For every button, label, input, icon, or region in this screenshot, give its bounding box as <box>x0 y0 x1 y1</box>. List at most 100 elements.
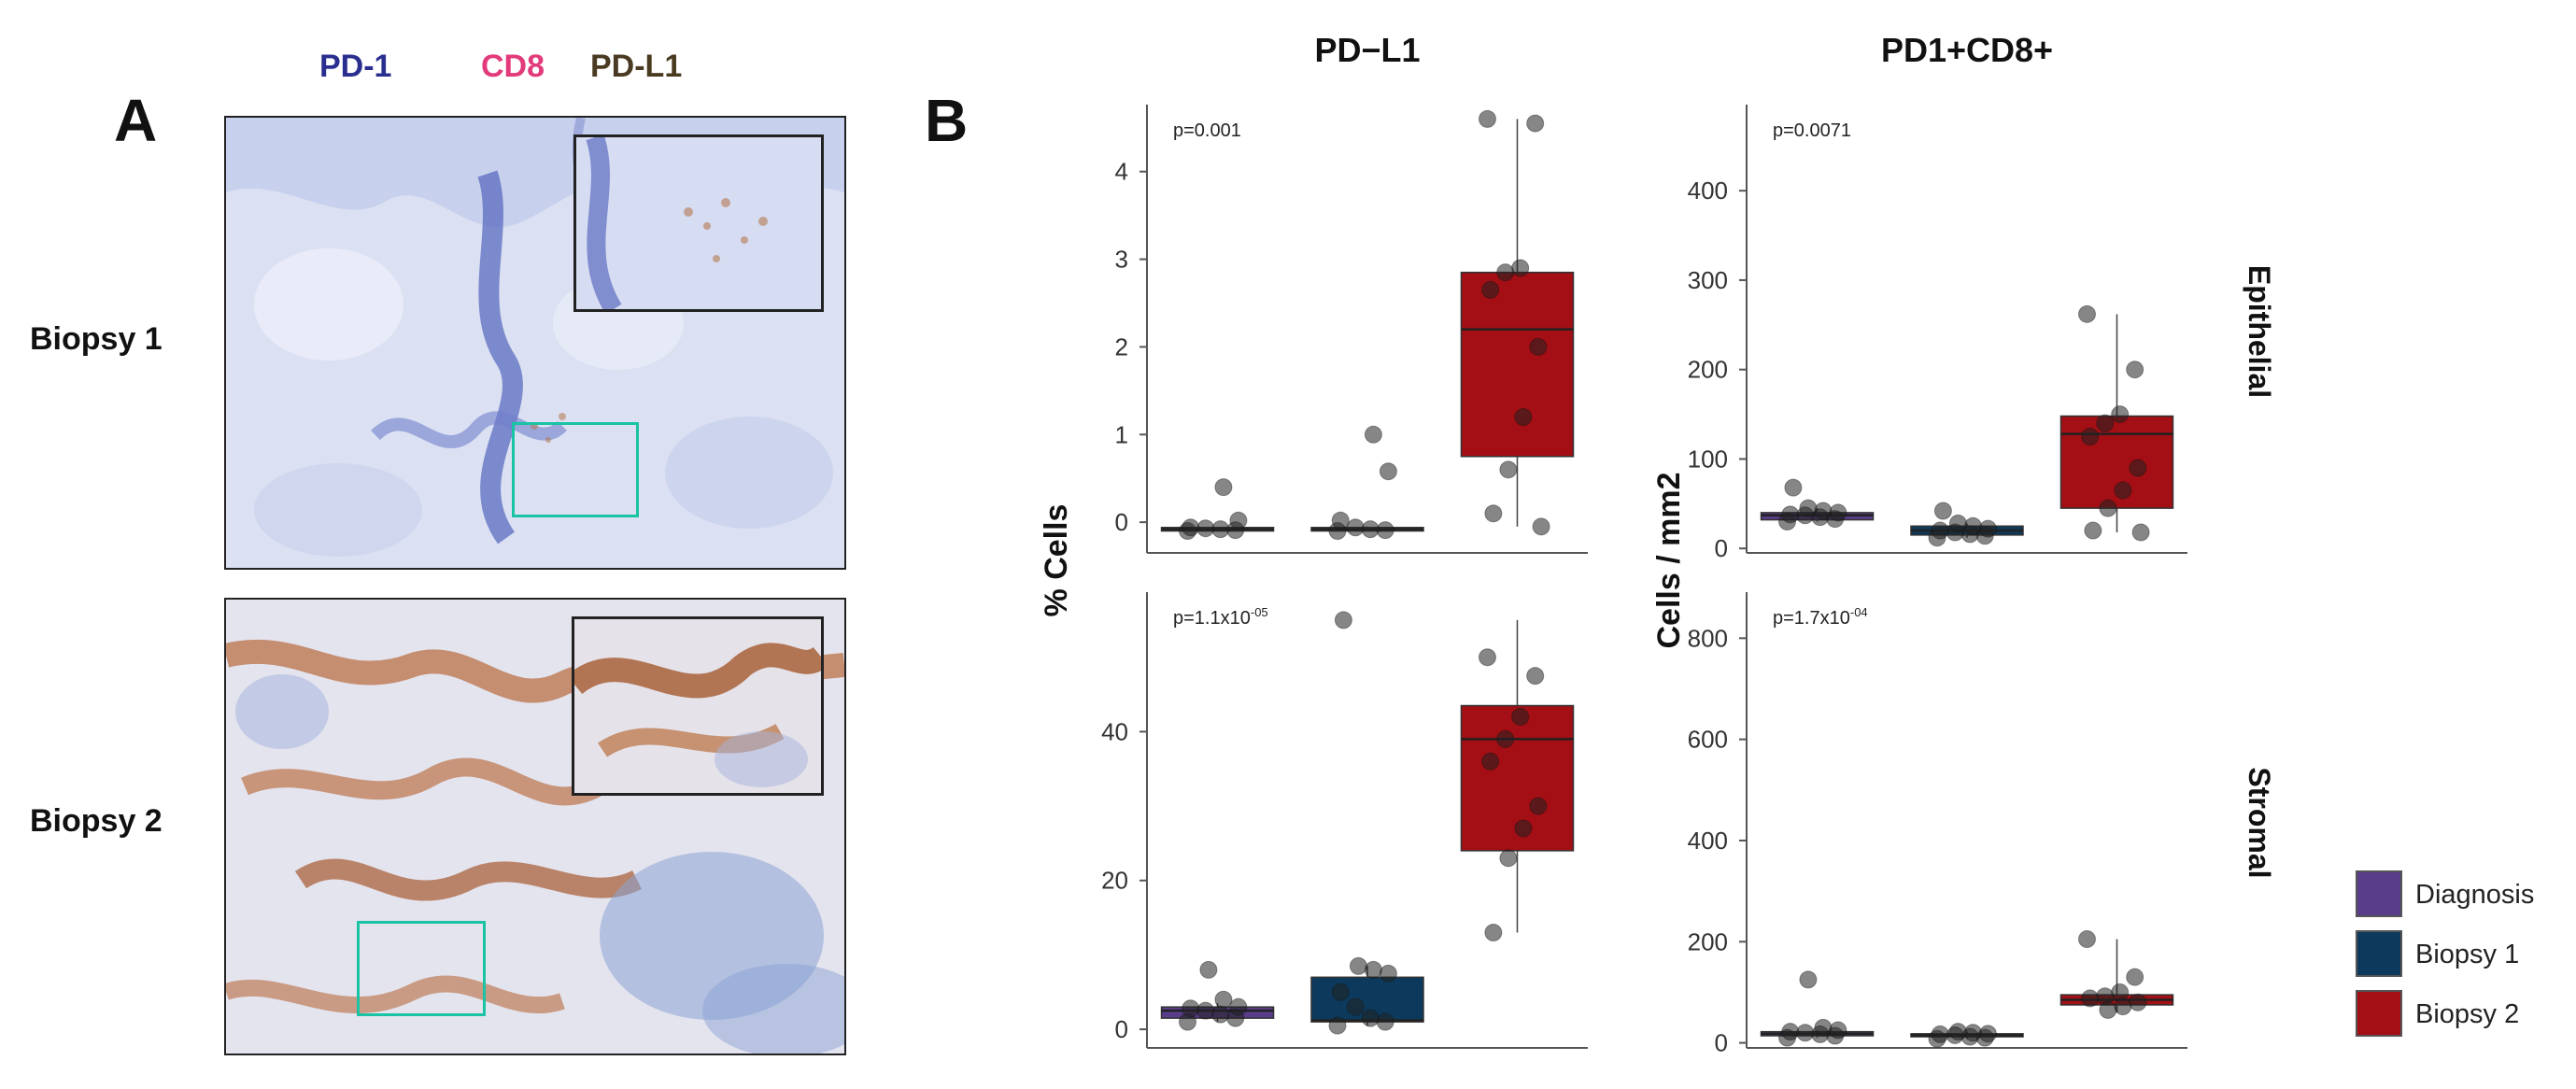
data-point <box>1376 1012 1394 1031</box>
data-point <box>2081 428 2100 446</box>
data-point <box>1481 752 1500 771</box>
y-tick-label: 3 <box>1115 246 1128 274</box>
data-point <box>1379 964 1397 983</box>
chart-pdl1-stromal: 0 20 40 p=1.1x10-05 <box>1101 592 1588 1049</box>
data-point <box>1496 263 1515 282</box>
data-point <box>2129 993 2147 1011</box>
legend-label-biopsy-1: Biopsy 1 <box>2415 940 2520 969</box>
data-point <box>1478 109 1496 128</box>
data-point <box>1229 511 1248 530</box>
data-point <box>1499 849 1518 868</box>
p-value-label: p=1.7x10-04 <box>1773 605 1868 629</box>
y-tick-label: 100 <box>1688 445 1728 473</box>
data-point <box>1796 1024 1815 1042</box>
row-label-biopsy-1: Biopsy 1 <box>30 321 163 357</box>
stain-label-pdl1: PD-L1 <box>590 49 683 84</box>
data-point <box>2077 930 2096 949</box>
data-point <box>1526 667 1545 686</box>
y-tick-label: 2 <box>1115 332 1128 361</box>
y-tick-label: 0 <box>1115 1015 1128 1043</box>
p-value-label: p=1.1x10-05 <box>1173 605 1268 629</box>
data-point <box>1933 502 1952 520</box>
y-tick-label: 400 <box>1688 827 1728 855</box>
legend-label-biopsy-2: Biopsy 2 <box>2415 999 2520 1029</box>
data-point <box>1364 960 1382 979</box>
biopsy-2-inset-texture <box>566 619 829 793</box>
facet-label: Epithelial <box>2243 265 2276 398</box>
data-point <box>1814 1018 1833 1037</box>
data-point <box>1334 611 1352 629</box>
data-point <box>1196 519 1215 538</box>
y-axis-label-pct-cells: % Cells <box>1039 504 1074 617</box>
legend-swatch-diagnosis <box>2356 870 2402 917</box>
p-value-label: p=0.001 <box>1173 120 1241 141</box>
data-point <box>1346 997 1365 1016</box>
data-point <box>1526 114 1545 133</box>
data-point <box>1328 1016 1347 1035</box>
y-tick-label: 200 <box>1688 356 1728 384</box>
data-point <box>1361 520 1380 539</box>
y-tick-label: 600 <box>1688 726 1728 754</box>
data-point <box>1963 516 1982 535</box>
data-point <box>2077 304 2096 323</box>
chart-pd1cd8-stromal: 0 200 400 600 800 p=1.7x10-04 Stromal <box>1688 592 2276 1057</box>
legend-label-diagnosis: Diagnosis <box>2415 880 2535 910</box>
y-tick-label: 300 <box>1688 266 1728 294</box>
legend-swatch-biopsy-2 <box>2356 990 2402 1037</box>
data-point <box>1214 990 1233 1009</box>
data-point <box>1182 999 1200 1018</box>
y-tick-label: 20 <box>1101 867 1128 895</box>
data-point <box>1781 1023 1800 1041</box>
data-point <box>1931 1025 1949 1043</box>
data-point <box>1361 1009 1380 1027</box>
data-point <box>1376 521 1394 540</box>
y-tick-label: 200 <box>1688 927 1728 955</box>
chart-title: PD−L1 <box>1314 31 1420 69</box>
p-value-exponent: -04 <box>1850 605 1868 619</box>
data-point <box>1799 499 1818 517</box>
data-point <box>1829 503 1847 522</box>
data-point <box>1481 280 1500 299</box>
data-point <box>1931 521 1949 540</box>
data-point <box>2081 989 2100 1008</box>
data-point <box>1331 511 1350 530</box>
data-point <box>1349 956 1367 975</box>
data-point <box>1182 518 1200 537</box>
data-point <box>2099 1000 2117 1019</box>
biopsy-1-inset-texture <box>576 134 821 315</box>
data-point <box>1514 819 1533 838</box>
stain-label-pd1: PD-1 <box>319 49 392 84</box>
facet-label: Stromal <box>2243 767 2276 878</box>
data-point <box>1532 517 1550 536</box>
y-tick-label: 400 <box>1688 177 1728 205</box>
y-tick-label: 0 <box>1715 534 1728 562</box>
chart-pd1cd8-epithelial: 0 100 200 300 400 p=0.0071 PD1+CD8+ Epithelial <box>1688 31 2276 562</box>
data-point <box>1478 648 1496 667</box>
data-point <box>2114 997 2132 1016</box>
data-point <box>1948 514 1967 532</box>
y-tick-label: 1 <box>1115 420 1128 448</box>
data-point <box>2126 361 2144 379</box>
data-point <box>1331 983 1350 1001</box>
data-point <box>1364 425 1382 444</box>
data-point <box>1529 797 1548 815</box>
data-point <box>1484 924 1503 942</box>
data-point <box>1529 337 1548 356</box>
y-tick-label: 800 <box>1688 624 1728 652</box>
data-point <box>1814 502 1833 520</box>
data-point <box>1214 478 1233 497</box>
chart-pdl1-epithelial: 0 1 2 3 4 p=0.001 PD−L1 <box>1115 31 1588 554</box>
data-point <box>1196 1001 1215 1020</box>
data-point <box>1799 970 1818 989</box>
y-tick-label: 0 <box>1715 1029 1728 1057</box>
data-point <box>2084 521 2102 540</box>
data-point <box>1829 1021 1847 1040</box>
panel-b-charts: 01234p=0.001PD−L10100200300400p=0.0071PD… <box>1039 31 2276 1057</box>
data-point <box>1963 1024 1982 1042</box>
data-point <box>1781 505 1800 524</box>
p-value-label: p=0.0071 <box>1773 120 1851 141</box>
legend-swatch-biopsy-1 <box>2356 930 2402 977</box>
data-point <box>1496 729 1515 748</box>
p-value-exponent: -05 <box>1251 605 1268 619</box>
stain-label-cd8: CD8 <box>481 49 545 84</box>
